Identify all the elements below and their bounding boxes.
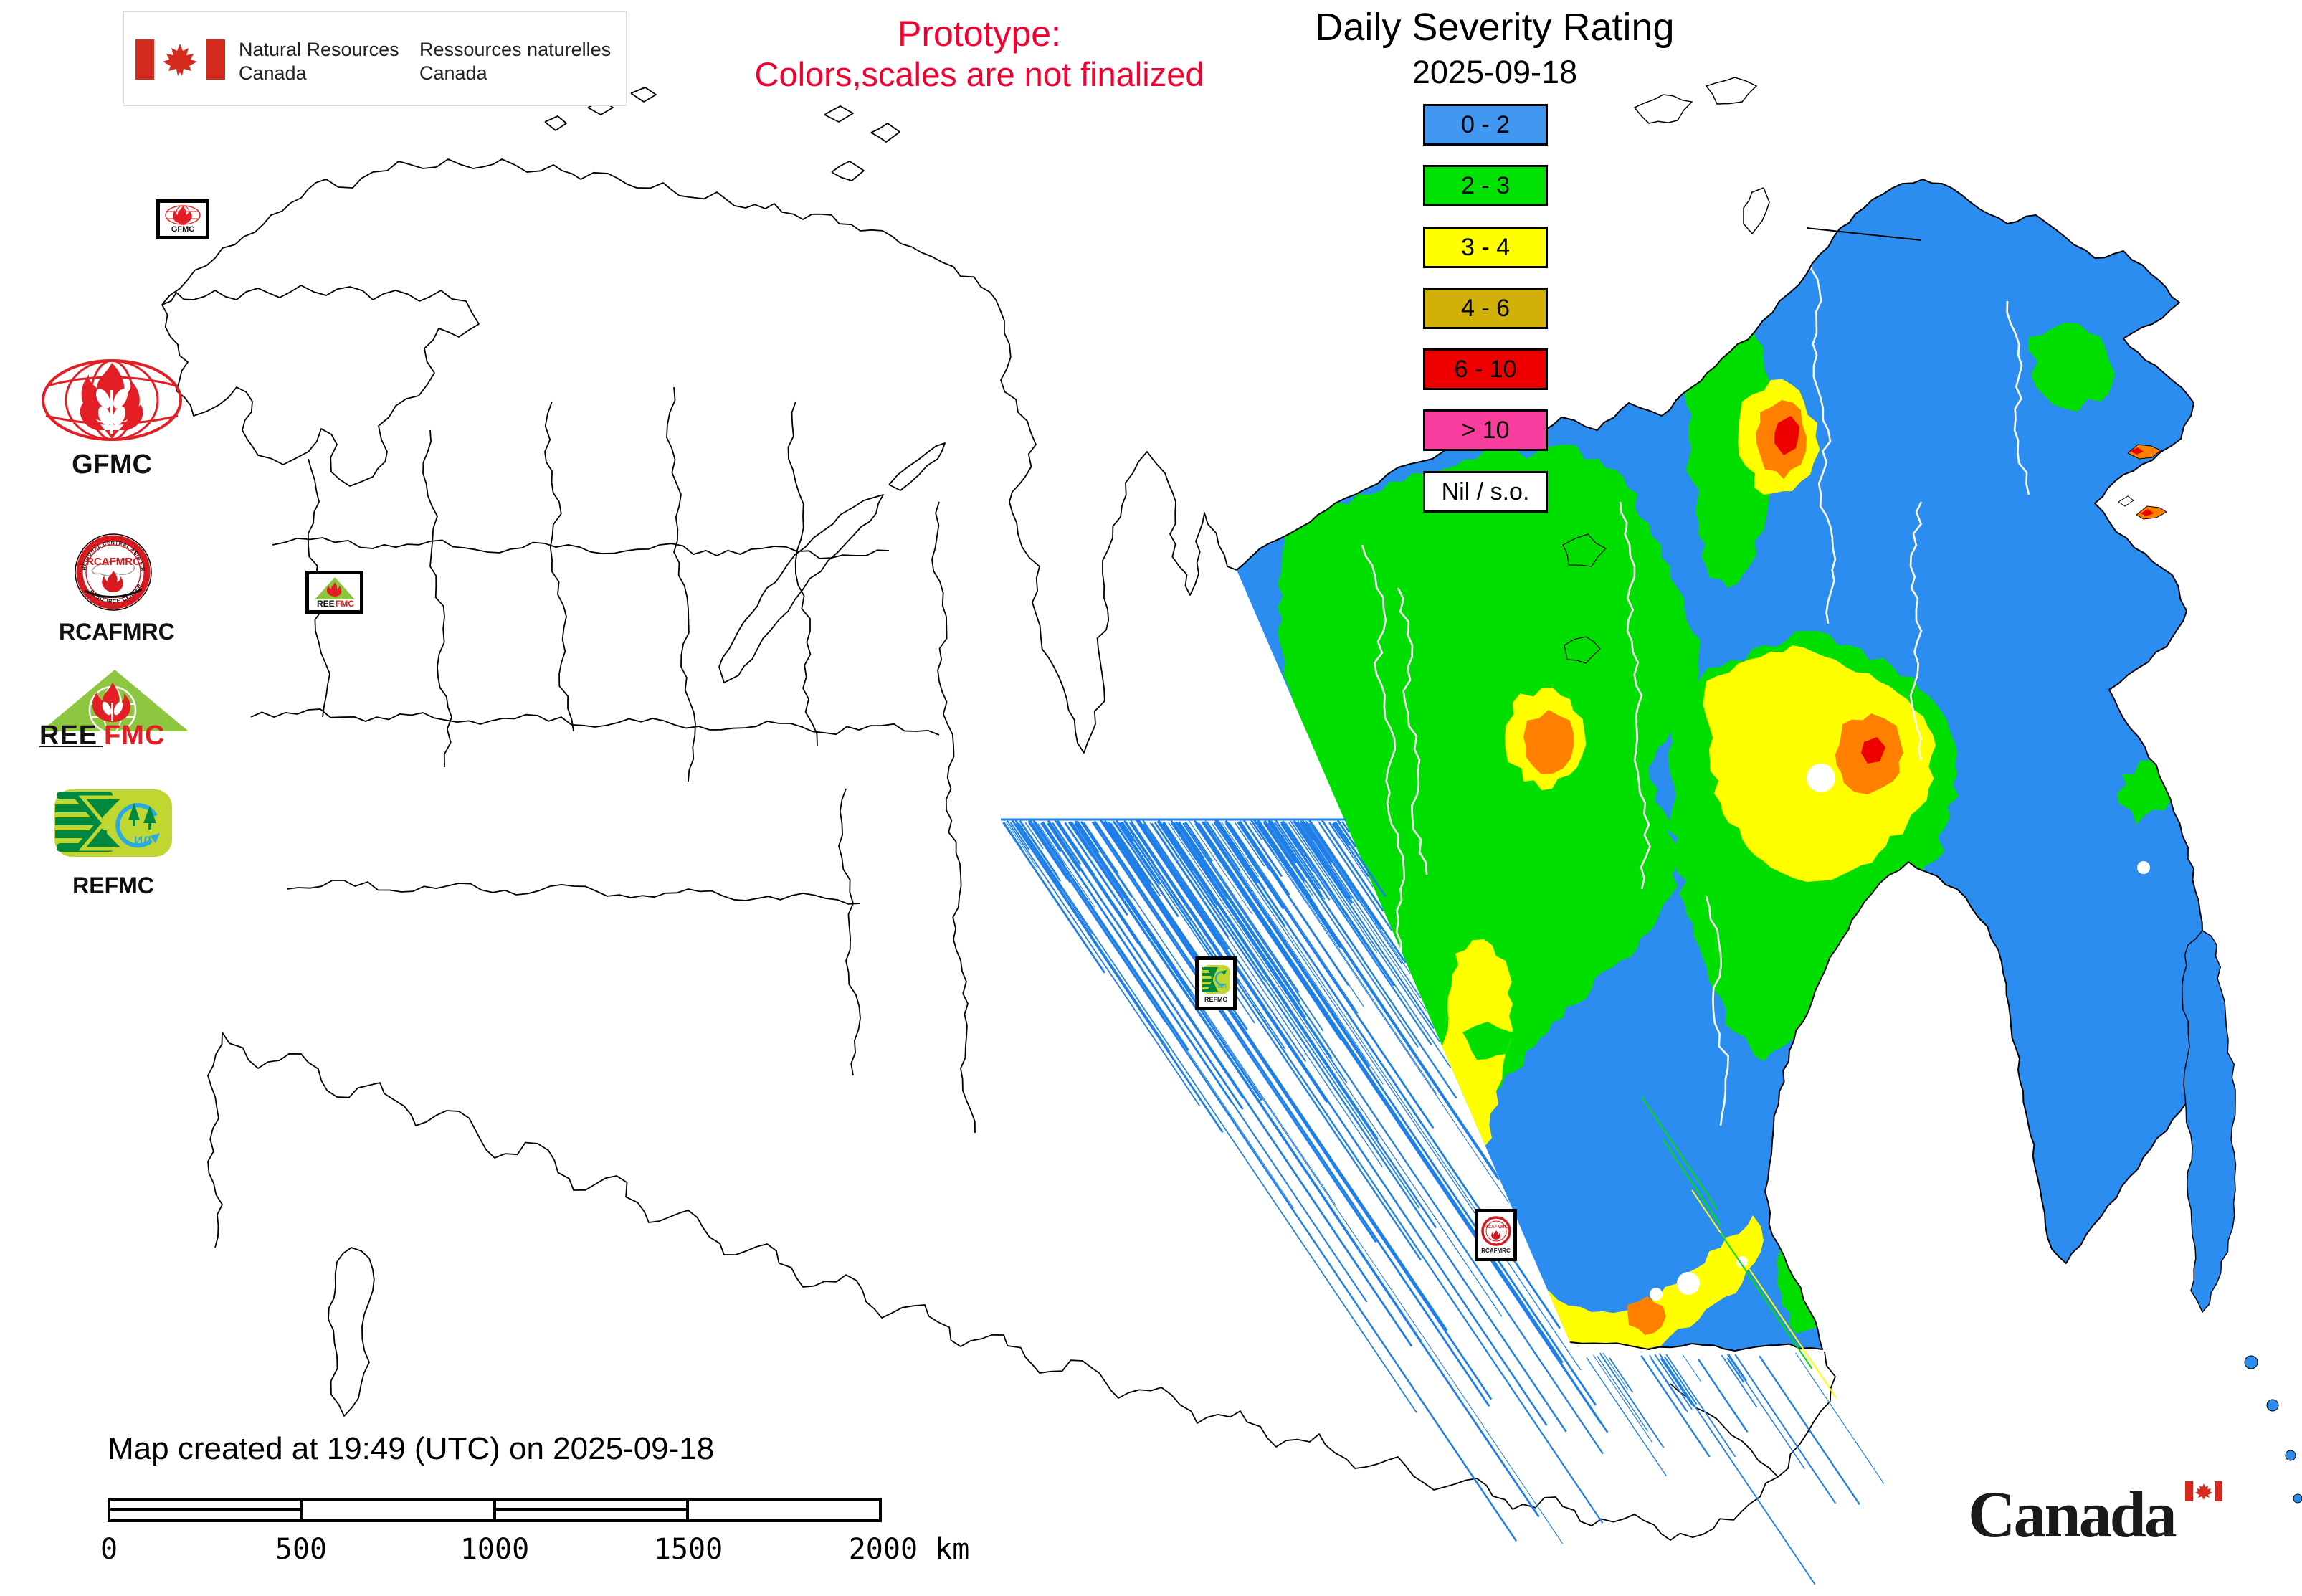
islands-and-borders — [1462, 77, 2302, 1504]
prototype-warning: Prototype: Colors,scales are not finaliz… — [693, 13, 1266, 95]
rcafmrc-logo: REGIONAL CENTRAL ASIA FIRE MANAGEMENT RE… — [57, 528, 175, 645]
nrcan-text-fr: Ressources naturelles Canada — [419, 38, 611, 85]
legend-label: 6 - 10 — [1454, 355, 1517, 383]
prototype-line2: Colors,scales are not finalized — [754, 55, 1204, 93]
scale-tick-2000: 2000 km — [848, 1533, 970, 1566]
rcafmrc-flame-icon — [102, 571, 123, 592]
refmc-logo-label: REFMC — [72, 873, 154, 898]
rcafmrc-map-marker: RCAFMRC RCAFMRC — [1475, 1209, 1517, 1261]
svg-text:REE: REE — [317, 599, 335, 608]
rcafmrc-inner-text: RCAFMRC — [86, 556, 141, 568]
legend-item-nil: Nil / s.o. — [1423, 471, 1548, 513]
raster-streak-artifacts — [1001, 818, 1885, 1585]
maple-leaf-icon — [163, 44, 197, 76]
legend-label: 0 - 2 — [1460, 110, 1511, 138]
reefmc-text-red: FMC — [104, 721, 165, 747]
legend-label: 4 - 6 — [1460, 294, 1511, 322]
nrcan-fr-line2: Canada — [419, 62, 487, 84]
canada-flag-icon — [135, 39, 225, 80]
map-title-block: Daily Severity Rating 2025-09-18 — [1283, 6, 1706, 90]
rcafmrc-marker-icon: RCAFMRC — [1480, 1216, 1511, 1246]
scale-bar — [108, 1498, 882, 1522]
refmc-inner-text: ИЛ — [134, 834, 151, 847]
svg-text:ИЛ: ИЛ — [1218, 983, 1227, 989]
reefmc-map-marker: REE FMC — [305, 571, 363, 614]
reefmc-logo: REE FMC — [38, 668, 192, 751]
legend-item-3-4: 3 - 4 — [1423, 227, 1548, 268]
scale-segment — [686, 1501, 879, 1519]
rcafmrc-marker-label: RCAFMRC — [1481, 1248, 1511, 1254]
scale-segment — [110, 1501, 300, 1519]
page-title: Daily Severity Rating — [1315, 6, 1675, 49]
refmc-marker-icon: ИЛ — [1202, 964, 1230, 994]
severity-raster — [1236, 179, 2217, 1352]
refmc-logo: ИЛ REFMC — [54, 789, 173, 898]
scale-segment — [300, 1501, 493, 1519]
nrcan-en-line1: Natural Resources — [239, 39, 399, 60]
gfmc-logo-label: GFMC — [72, 450, 152, 480]
gfmc-map-marker: GFMC — [156, 199, 209, 239]
gfmc-marker-icon — [165, 205, 201, 225]
scale-tick-1500: 1500 — [653, 1533, 723, 1566]
canada-wordmark-text: Canada — [1968, 1478, 2177, 1551]
scale-tick-500: 500 — [275, 1533, 328, 1566]
refmc-map-marker: ИЛ REFMC — [1195, 956, 1237, 1010]
wordmark-flag-icon — [2185, 1481, 2222, 1501]
scale-tick-0: 0 — [100, 1533, 118, 1566]
map-created-text: Map created at 19:49 (UTC) on 2025-09-18 — [108, 1431, 715, 1466]
nrcan-text-en: Natural Resources Canada — [239, 38, 399, 85]
reefmc-text-black: REE — [39, 721, 97, 747]
scale-tick-1000: 1000 — [460, 1533, 530, 1566]
svg-text:FMC: FMC — [336, 599, 354, 608]
legend-label: Nil / s.o. — [1441, 478, 1530, 505]
gfmc-logo: GFMC — [40, 358, 184, 480]
refmc-marker-label: REFMC — [1204, 995, 1227, 1003]
scale-segment — [493, 1501, 686, 1519]
canada-wordmark: Canada — [1968, 1481, 2276, 1560]
country-outlines — [161, 87, 1836, 1541]
legend-item-6-10: 6 - 10 — [1423, 348, 1548, 390]
legend-label: 2 - 3 — [1460, 171, 1511, 199]
legend-item-gt10: > 10 — [1423, 409, 1548, 451]
nrcan-fr-line1: Ressources naturelles — [419, 39, 612, 60]
reefmc-marker-icon: REE FMC — [314, 577, 355, 608]
rcafmrc-logo-label: RCAFMRC — [59, 619, 175, 645]
svg-text:RCAFMRC: RCAFMRC — [1484, 1225, 1508, 1230]
legend-item-0-2: 0 - 2 — [1423, 104, 1548, 146]
legend-item-4-6: 4 - 6 — [1423, 288, 1548, 329]
nrcan-en-line2: Canada — [239, 62, 307, 84]
legend-label: > 10 — [1461, 416, 1510, 444]
map-date: 2025-09-18 — [1412, 54, 1578, 90]
legend-item-2-3: 2 - 3 — [1423, 165, 1548, 206]
reefmc-flame-icon — [92, 683, 131, 722]
prototype-line1: Prototype: — [898, 14, 1061, 54]
gfmc-marker-label: GFMC — [171, 225, 195, 234]
nrcan-signature: Natural Resources Canada Ressources natu… — [123, 11, 627, 106]
legend-label: 3 - 4 — [1460, 233, 1511, 261]
